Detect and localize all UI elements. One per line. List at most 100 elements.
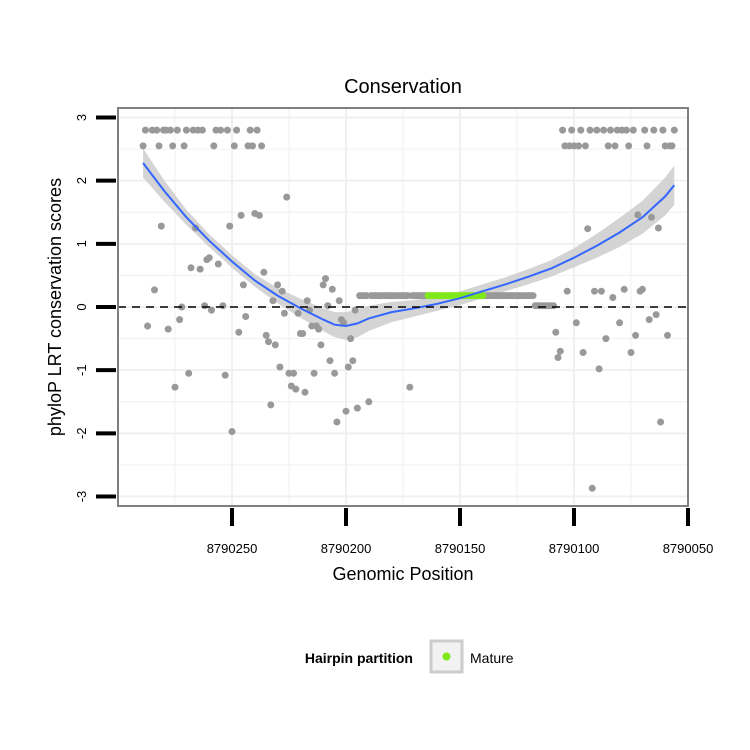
- data-point: [577, 126, 585, 134]
- y-tick-label: 0: [74, 303, 89, 310]
- data-point: [351, 306, 359, 314]
- data-point: [552, 328, 560, 336]
- data-point: [196, 265, 204, 273]
- legend-entry-mature: Mature: [470, 650, 514, 666]
- data-point: [625, 142, 633, 150]
- loess-smooth-line: [142, 162, 676, 328]
- data-point: [586, 126, 594, 134]
- data-point: [349, 357, 357, 365]
- data-point: [171, 383, 179, 391]
- data-point: [185, 369, 193, 377]
- data-point: [180, 142, 188, 150]
- data-point: [652, 311, 660, 319]
- data-point: [333, 418, 341, 426]
- smooth-line-layer: [142, 162, 676, 328]
- data-point: [205, 254, 213, 262]
- data-point: [262, 331, 270, 339]
- data-point: [353, 404, 361, 412]
- data-point: [317, 341, 325, 349]
- data-point: [249, 142, 256, 150]
- data-point: [591, 287, 598, 295]
- data-point: [164, 325, 172, 333]
- data-point: [650, 126, 658, 134]
- data-point: [584, 225, 592, 233]
- data-point: [260, 268, 268, 276]
- data-point: [208, 306, 215, 314]
- data-point: [299, 330, 307, 337]
- data-point: [559, 126, 567, 134]
- x-tick-label: 8790050: [663, 541, 714, 556]
- data-point: [153, 126, 161, 134]
- data-point: [622, 126, 630, 134]
- data-point: [283, 193, 291, 201]
- mature-points-layer: [424, 292, 487, 300]
- legend-key-mature-dot: [442, 652, 451, 661]
- x-tick-label: 8790200: [321, 541, 372, 556]
- data-point: [292, 385, 300, 393]
- data-point: [638, 285, 646, 293]
- data-point: [611, 142, 619, 150]
- x-axis-label: Genomic Position: [332, 564, 473, 584]
- data-point: [579, 349, 587, 356]
- data-point: [643, 142, 651, 150]
- data-point: [223, 126, 231, 134]
- y-tick-label: -3: [74, 491, 89, 503]
- data-point: [550, 302, 557, 310]
- data-point: [670, 126, 678, 134]
- grid-lines: [118, 108, 689, 506]
- y-axis-label: phyloP LRT conservation scores: [45, 178, 65, 436]
- data-point: [139, 142, 147, 150]
- data-point: [269, 297, 277, 305]
- x-axis: 8790250 8790200 8790150 8790100 8790050: [207, 508, 714, 556]
- data-point: [315, 325, 323, 333]
- data-point: [267, 401, 275, 409]
- y-tick-label: -1: [74, 364, 89, 376]
- data-point: [198, 126, 206, 134]
- data-point: [280, 309, 288, 317]
- data-point: [265, 338, 272, 346]
- data-point: [629, 126, 637, 134]
- data-point: [588, 484, 596, 492]
- y-tick-label: 1: [74, 240, 89, 247]
- data-point: [575, 142, 583, 150]
- data-point: [593, 126, 601, 134]
- data-point: [301, 388, 309, 396]
- data-point: [331, 369, 339, 377]
- data-point: [310, 369, 318, 377]
- data-point: [233, 126, 241, 134]
- data-point: [246, 126, 254, 134]
- data-point: [303, 297, 311, 305]
- data-point: [648, 213, 655, 221]
- data-point: [641, 126, 649, 134]
- data-point: [237, 211, 245, 219]
- y-tick-label: 3: [74, 114, 89, 121]
- data-point: [654, 224, 662, 232]
- data-point: [230, 142, 238, 150]
- data-point: [294, 309, 302, 317]
- data-point: [255, 211, 263, 219]
- data-point: [602, 335, 610, 343]
- data-point: [141, 126, 149, 134]
- data-point: [144, 322, 152, 330]
- data-point: [328, 285, 336, 293]
- data-point: [659, 126, 667, 134]
- y-tick-label: 2: [74, 177, 89, 184]
- mature-point: [479, 292, 487, 300]
- data-point: [620, 285, 628, 293]
- chart-title: Conservation: [344, 76, 462, 98]
- data-point: [235, 328, 243, 336]
- data-point: [342, 407, 350, 415]
- y-tick-label: -2: [74, 428, 89, 440]
- data-point: [529, 292, 537, 300]
- data-point: [157, 222, 165, 230]
- data-point: [151, 286, 158, 294]
- data-point: [406, 383, 414, 391]
- data-point: [214, 260, 222, 268]
- data-point: [155, 142, 163, 150]
- plot-frame: [117, 107, 689, 507]
- data-point: [604, 142, 612, 150]
- data-point: [595, 365, 603, 373]
- data-point: [182, 126, 190, 134]
- data-point: [572, 319, 580, 327]
